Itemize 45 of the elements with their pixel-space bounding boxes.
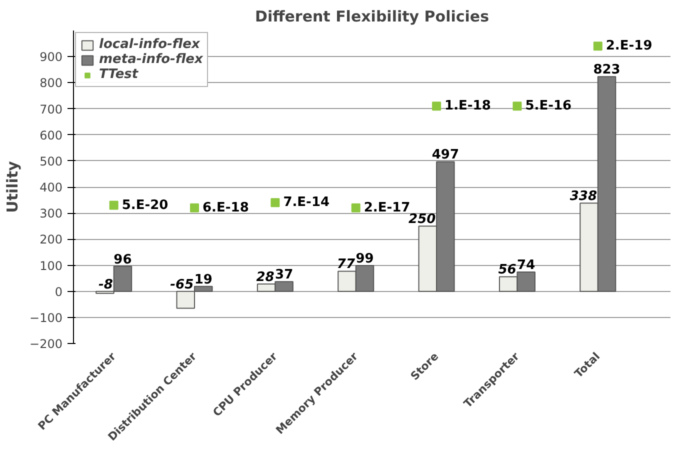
y-tick-label: 600 [40,128,62,142]
y-tick-label: 500 [40,154,62,168]
y-tick-label: 300 [40,206,62,221]
data-label: 1.E-18 [444,98,491,114]
y-tick-label: 200 [40,232,62,247]
data-label: 56 [498,262,516,278]
data-label: 74 [517,258,536,274]
point [109,200,118,210]
point [512,102,522,111]
data-label: 497 [432,148,459,163]
chart-title: Different Flexibility Policies [255,8,490,26]
y-tick-label: −200 [30,337,63,351]
data-label: 37 [275,268,294,283]
y-tick-label: 800 [40,76,62,90]
y-tick-label: 900 [40,50,62,64]
data-label: 5.E-16 [525,98,572,114]
point [190,203,200,212]
y-tick-label: 0 [54,284,63,299]
point [351,203,360,212]
y-tick-label: 700 [40,102,62,116]
point [432,102,442,111]
point [270,198,280,208]
y-tick-label: 400 [40,180,62,194]
data-label: -65 [170,277,194,292]
data-label: 28 [256,270,274,286]
data-label: 77 [336,257,356,272]
data-label: 823 [593,62,620,78]
point [593,42,602,51]
legend-label: local-info-flex [99,37,200,52]
legend-label: meta-info-flex [99,52,203,67]
data-label: -8 [98,277,113,292]
y-tick-label: −100 [30,310,63,325]
data-label: 99 [356,252,374,267]
legend-label: TTest [99,67,138,82]
data-label: 6.E-18 [202,200,249,216]
data-label: 96 [114,252,132,268]
data-label: 338 [570,189,598,204]
data-label: 19 [194,272,212,288]
data-label: 2.E-17 [364,200,410,216]
data-label: 250 [408,212,436,228]
y-tick-label: 100 [40,258,62,273]
y-axis-title: Utility [4,160,22,213]
data-label: 2.E-19 [606,38,652,54]
data-label: 5.E-20 [122,198,168,213]
data-label: 7.E-14 [283,195,330,210]
